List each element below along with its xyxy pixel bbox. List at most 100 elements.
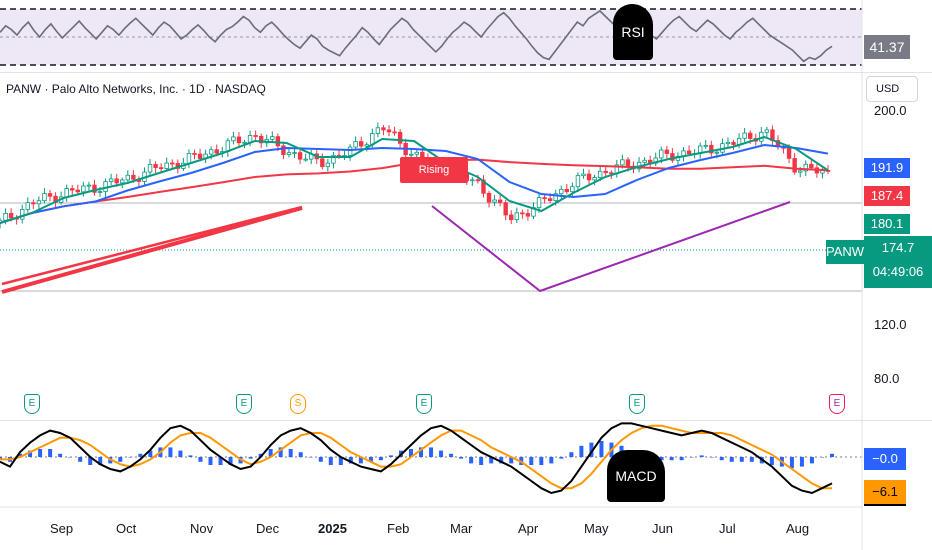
candle-body	[42, 193, 47, 202]
macd-histogram-bar	[138, 453, 143, 457]
macd-histogram-bar	[739, 457, 744, 462]
earnings-badge[interactable]: E	[416, 394, 432, 414]
candle-body	[64, 188, 69, 198]
candle-body	[320, 158, 325, 168]
macd-histogram-bar	[278, 447, 283, 457]
candle-body	[798, 170, 803, 173]
candle-body	[786, 147, 792, 159]
candle-body	[559, 188, 564, 195]
candle-body	[486, 192, 492, 203]
last-price-box: 174.7 04:49:06	[864, 236, 932, 288]
candle-body	[75, 189, 80, 193]
earnings-badge[interactable]: E	[236, 394, 252, 414]
candle-body	[564, 188, 570, 193]
macd-histogram-bar	[499, 457, 504, 464]
candle-body	[597, 170, 603, 178]
macd-histogram-bar	[419, 447, 424, 457]
candle-body	[520, 212, 525, 215]
price-tag-red: 187.4	[864, 186, 910, 206]
macd-histogram-bar	[579, 445, 584, 457]
macd-histogram	[0, 441, 834, 469]
candle-body	[731, 141, 736, 145]
macd-histogram-bar	[549, 457, 554, 464]
price-axis-label-200: 200.0	[874, 103, 907, 118]
candle-body	[25, 202, 30, 210]
wedge-trendline-lower-left	[1, 205, 303, 286]
candle-body	[331, 154, 336, 164]
macd-histogram-bar	[168, 447, 173, 457]
candle-body	[125, 174, 131, 181]
panel-divider-bottom[interactable]	[0, 420, 932, 421]
macd-histogram-bar	[689, 457, 694, 458]
macd-histogram-bar	[88, 457, 93, 465]
macd-histogram-bar	[529, 457, 534, 465]
candle-body	[303, 158, 308, 161]
candle-body	[297, 152, 303, 160]
candle-body	[714, 151, 720, 154]
candle-body	[703, 144, 708, 147]
macd-histogram-bar	[830, 453, 834, 457]
ma-green-line	[0, 135, 829, 224]
candle-body	[81, 185, 86, 193]
rsi-line	[0, 9, 833, 63]
month-label: Mar	[450, 521, 473, 536]
rising-wedge-label[interactable]: Rising Wedge	[400, 157, 468, 202]
candle-body	[8, 213, 14, 219]
macd-histogram-bar	[799, 457, 804, 467]
macd-histogram-bar	[98, 457, 103, 465]
last-price-value: 174.7	[881, 240, 915, 255]
candle-body	[253, 135, 258, 137]
rsi-panel	[0, 8, 862, 66]
candle-body	[570, 186, 575, 193]
rsi-logo: RSI	[613, 4, 653, 60]
candle-body	[275, 136, 281, 147]
macd-histogram-bar	[599, 441, 604, 457]
split-badge[interactable]: S	[290, 394, 306, 414]
year-label: 2025	[318, 521, 347, 536]
price-tag-green: 180.1	[864, 214, 910, 234]
candle-body	[114, 178, 119, 184]
month-label: May	[584, 521, 609, 536]
macd-histogram-bar	[509, 457, 514, 464]
candle-body	[47, 193, 53, 197]
candle-body	[525, 213, 531, 217]
candle-body	[353, 141, 358, 148]
candle-body	[581, 173, 586, 177]
macd-histogram-bar	[789, 457, 794, 469]
macd-panel	[0, 422, 862, 495]
candle-body	[725, 141, 731, 145]
candle-body	[347, 146, 353, 156]
macd-histogram-bar	[78, 457, 83, 462]
macd-histogram-bar	[198, 457, 203, 462]
candle-body	[86, 184, 92, 187]
month-label: Jul	[719, 521, 736, 536]
candle-body	[359, 141, 364, 147]
macd-histogram-bar	[469, 457, 474, 464]
panel-divider-top[interactable]	[0, 72, 932, 73]
macd-histogram-bar	[729, 457, 734, 462]
currency-button[interactable]: USD	[866, 76, 918, 102]
upcoming-earnings-badge[interactable]: E	[829, 394, 845, 414]
candle-body	[409, 153, 414, 156]
candle-body	[36, 200, 42, 205]
candle-body	[170, 162, 175, 165]
candle-body	[231, 136, 236, 142]
macd-histogram-bar	[18, 453, 23, 457]
macd-histogram-bar	[378, 457, 383, 461]
candle-body	[625, 159, 631, 167]
macd-histogram-bar	[48, 449, 53, 457]
ma-blue-line	[0, 143, 829, 224]
candle-body	[742, 132, 747, 139]
macd-histogram-bar	[148, 450, 153, 457]
candle-body	[292, 152, 297, 155]
bar-countdown: 04:49:06	[872, 264, 924, 279]
earnings-badge[interactable]: E	[629, 394, 645, 414]
candle-body	[414, 151, 419, 155]
candle-body	[586, 173, 592, 181]
earnings-badge[interactable]: E	[24, 394, 40, 414]
macd-histogram-bar	[0, 457, 2, 459]
candle-body	[258, 135, 264, 144]
candle-body	[242, 141, 247, 144]
macd-histogram-bar	[318, 457, 323, 462]
